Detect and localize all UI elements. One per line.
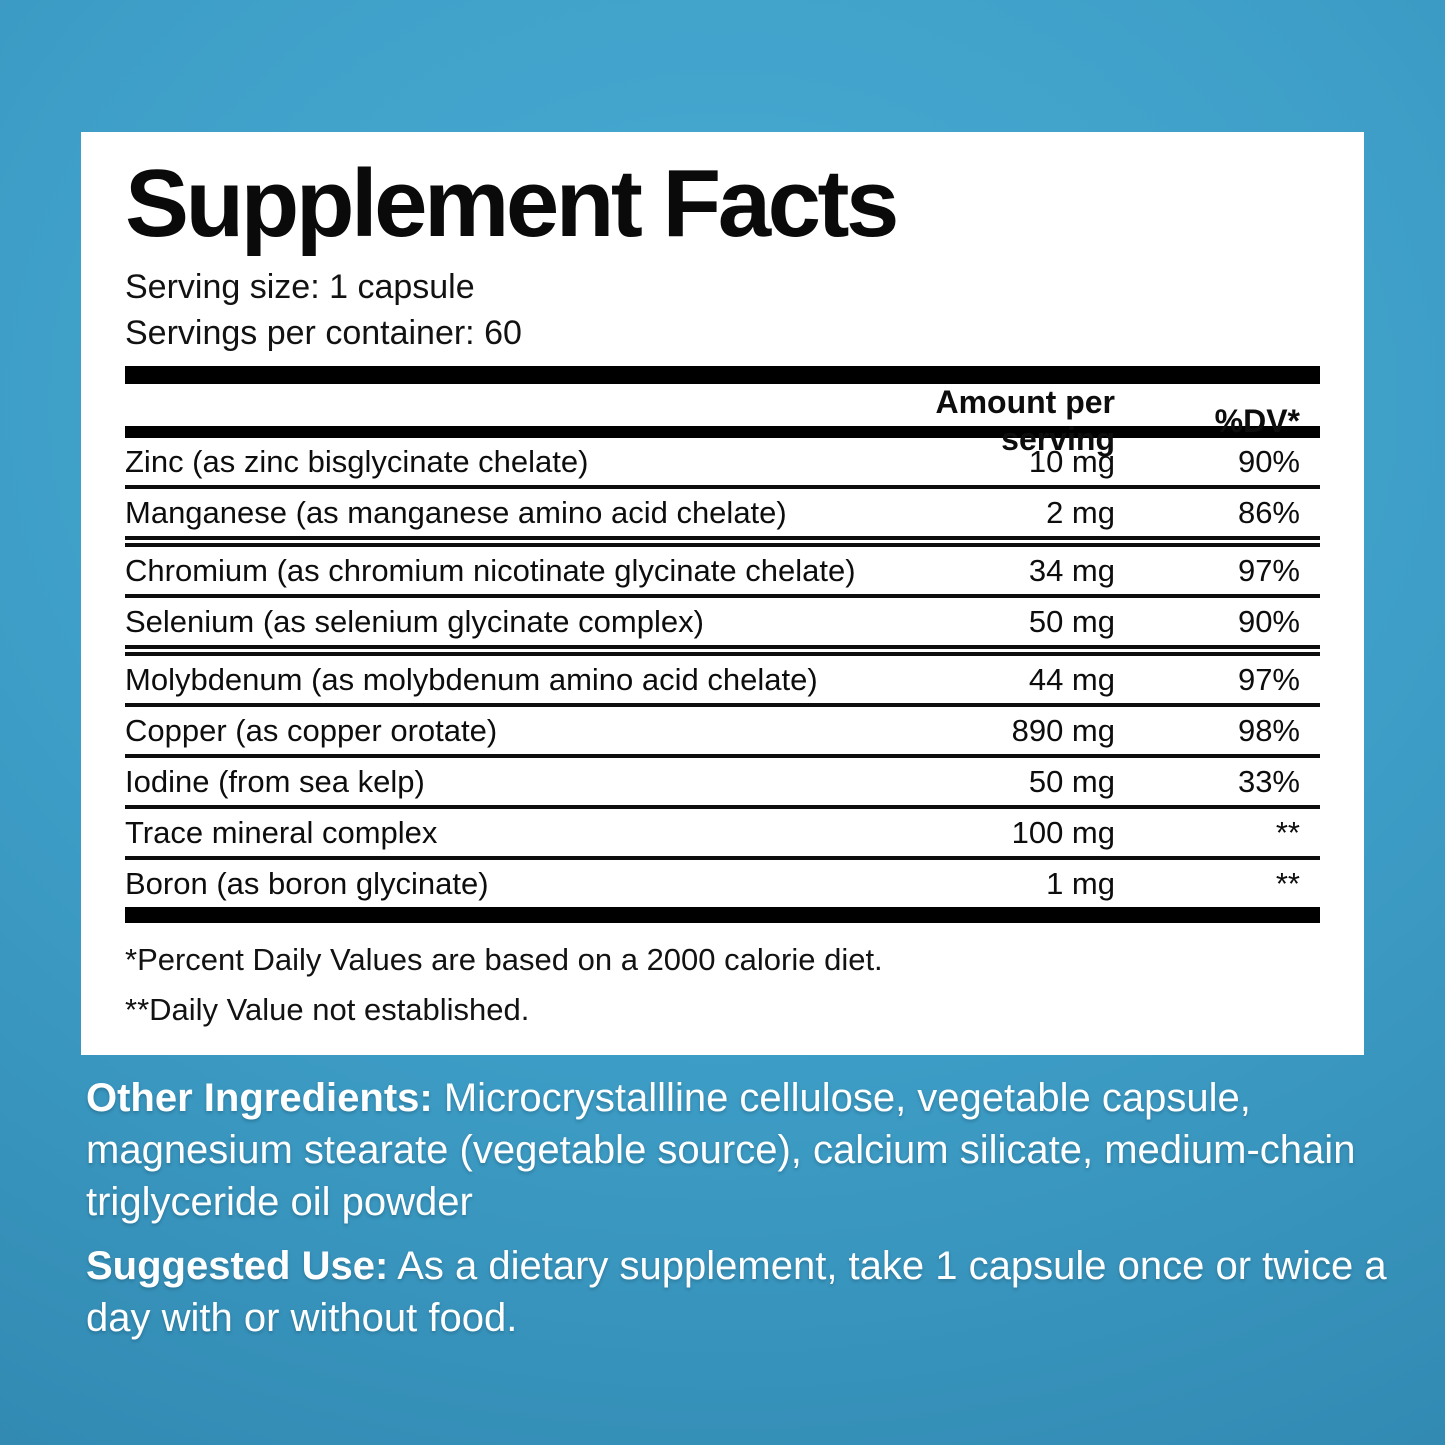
nutrient-dv: 90% — [1237, 444, 1300, 479]
table-row-manganese: Manganese (as manganese amino acid chela… — [125, 489, 1320, 536]
other-ingredients-text: Microcrystallline cellulose, vegetable c… — [86, 1076, 1356, 1224]
nutrient-dv: 90% — [1237, 604, 1300, 639]
nutrient-name: Selenium (as selenium glycinate complex) — [125, 604, 704, 639]
nutrient-amount: 50 mg — [1028, 604, 1115, 639]
table-row-chromium: Chromium (as chromium nicotinate glycina… — [125, 547, 1320, 594]
nutrient-name: Copper (as copper orotate) — [125, 713, 498, 748]
row-divider — [125, 485, 1320, 489]
nutrient-dv: ** — [1275, 815, 1300, 850]
header-percent-dv: %DV* — [1214, 402, 1300, 439]
nutrient-amount: 50 mg — [1028, 764, 1115, 799]
nutrient-dv: 97% — [1237, 553, 1300, 588]
suggested-use-label: Suggested Use: — [86, 1244, 389, 1288]
table-row-boron: Boron (as boron glycinate) 1 mg ** — [125, 860, 1320, 907]
table-header-row: Amount per serving %DV* — [125, 384, 1320, 457]
nutrient-name: Trace mineral complex — [125, 815, 438, 850]
other-ingredients-paragraph: Other Ingredients: Microcrystallline cel… — [86, 1072, 1408, 1228]
row-divider — [125, 856, 1320, 860]
nutrient-dv: 86% — [1237, 495, 1300, 530]
table-row-selenium: Selenium (as selenium glycinate complex)… — [125, 598, 1320, 645]
nutrient-amount: 100 mg — [1011, 815, 1115, 850]
row-divider-double — [125, 645, 1320, 656]
row-divider — [125, 805, 1320, 809]
table-row-iodine: Iodine (from sea kelp) 50 mg 33% — [125, 758, 1320, 805]
thick-divider-header — [125, 426, 1320, 438]
nutrient-dv: 97% — [1237, 662, 1300, 697]
nutrient-name: Iodine (from sea kelp) — [125, 764, 425, 799]
nutrient-amount: 2 mg — [1046, 495, 1115, 530]
suggested-use-text: As a dietary supplement, take 1 capsule … — [86, 1244, 1387, 1340]
footnote-percent-daily-values: *Percent Daily Values are based on a 200… — [125, 942, 883, 977]
supplement-facts-panel: Supplement Facts Serving size: 1 capsule… — [81, 132, 1364, 1055]
nutrient-name: Molybdenum (as molybdenum amino acid che… — [125, 662, 818, 697]
row-divider — [125, 703, 1320, 707]
nutrient-name: Chromium (as chromium nicotinate glycina… — [125, 553, 856, 588]
thick-divider-bottom — [125, 907, 1320, 923]
nutrient-name: Boron (as boron glycinate) — [125, 866, 489, 901]
bottom-info-section: Other Ingredients: Microcrystallline cel… — [86, 1072, 1408, 1356]
servings-per-container-line: Servings per container: 60 — [125, 314, 522, 352]
panel-title: Supplement Facts — [125, 150, 899, 257]
nutrient-name: Manganese (as manganese amino acid chela… — [125, 495, 787, 530]
table-row-trace-mineral-complex: Trace mineral complex 100 mg ** — [125, 809, 1320, 856]
nutrient-amount: 1 mg — [1046, 866, 1115, 901]
nutrient-dv: ** — [1275, 866, 1300, 901]
footnotes: *Percent Daily Values are based on a 200… — [125, 935, 1320, 1035]
row-divider-double — [125, 536, 1320, 547]
table-row-zinc: Zinc (as zinc bisglycinate chelate) 10 m… — [125, 438, 1320, 485]
nutrient-amount: 10 mg — [1028, 444, 1115, 479]
nutrient-dv: 33% — [1237, 764, 1300, 799]
row-divider — [125, 754, 1320, 758]
table-row-molybdenum: Molybdenum (as molybdenum amino acid che… — [125, 656, 1320, 703]
header-amount-per-serving: Amount per serving — [935, 384, 1115, 457]
nutrient-name: Zinc (as zinc bisglycinate chelate) — [125, 444, 589, 479]
nutrient-amount: 890 mg — [1011, 713, 1115, 748]
serving-size-line: Serving size: 1 capsule — [125, 268, 475, 306]
suggested-use-paragraph: Suggested Use: As a dietary supplement, … — [86, 1240, 1408, 1344]
table-row-copper: Copper (as copper orotate) 890 mg 98% — [125, 707, 1320, 754]
row-divider — [125, 594, 1320, 598]
nutrient-amount: 34 mg — [1028, 553, 1115, 588]
nutrient-amount: 44 mg — [1028, 662, 1115, 697]
footnote-dv-not-established: **Daily Value not established. — [125, 992, 530, 1027]
other-ingredients-label: Other Ingredients: — [86, 1076, 433, 1120]
nutrient-dv: 98% — [1237, 713, 1300, 748]
thick-divider-top — [125, 366, 1320, 384]
